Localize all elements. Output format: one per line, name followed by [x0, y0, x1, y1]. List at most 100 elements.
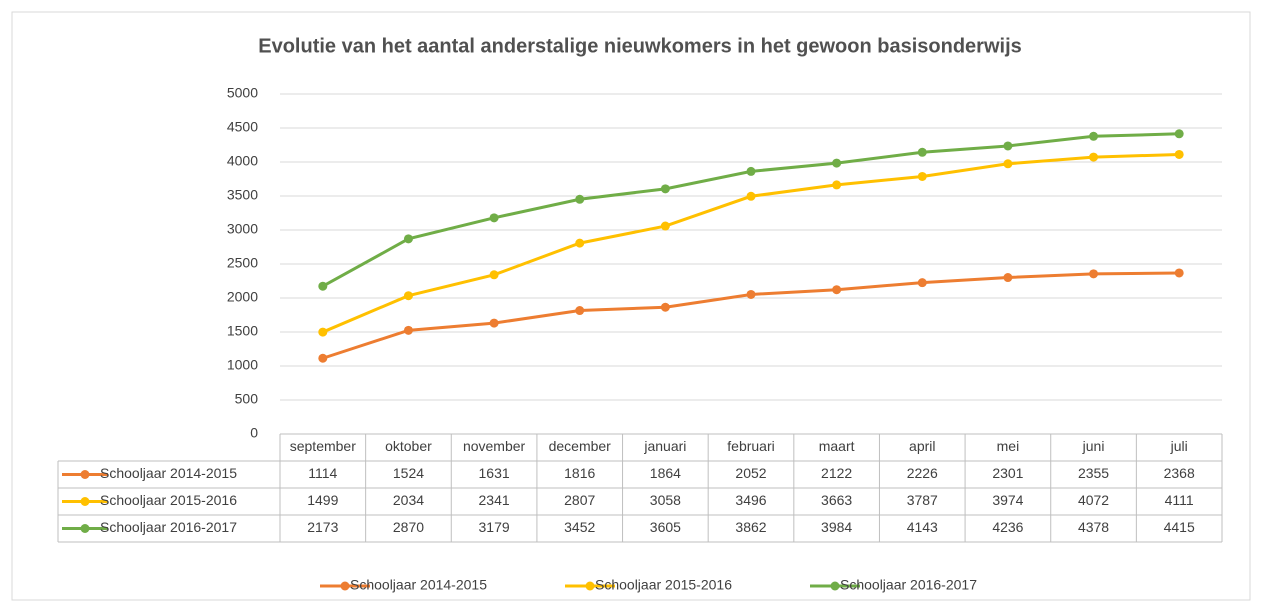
y-tick-label: 5000	[227, 85, 258, 101]
x-tick-label: april	[909, 438, 935, 454]
table-value: 4378	[1078, 519, 1109, 535]
y-tick-label: 500	[235, 391, 259, 407]
table-value: 4111	[1165, 492, 1194, 508]
data-point	[575, 194, 585, 204]
chart-title: Evolutie van het aantal anderstalige nie…	[258, 35, 1022, 57]
table-value: 2807	[564, 492, 595, 508]
x-tick-label: mei	[997, 438, 1020, 454]
data-point	[660, 184, 670, 194]
table-value: 3984	[821, 519, 852, 535]
data-point	[318, 327, 328, 337]
data-point	[1003, 273, 1013, 283]
legend-marker	[585, 581, 595, 591]
row-label: Schooljaar 2014-2015	[100, 465, 237, 481]
data-point	[746, 166, 756, 176]
table-value: 2034	[393, 492, 424, 508]
table-value: 3974	[992, 492, 1023, 508]
table-value: 3496	[735, 492, 766, 508]
data-point	[403, 234, 413, 244]
table-value: 2226	[907, 465, 938, 481]
table-value: 2173	[307, 519, 338, 535]
data-point	[403, 291, 413, 301]
table-value: 3058	[650, 492, 681, 508]
x-tick-label: maart	[819, 438, 855, 454]
x-tick-label: juni	[1082, 438, 1105, 454]
data-point	[917, 278, 927, 288]
table-value: 2052	[735, 465, 766, 481]
table-value: 3452	[564, 519, 595, 535]
legend-marker	[830, 581, 840, 591]
row-label: Schooljaar 2015-2016	[100, 492, 237, 508]
legend-marker	[80, 497, 90, 506]
data-point	[318, 353, 328, 363]
data-point	[1174, 129, 1184, 139]
table-value: 3605	[650, 519, 681, 535]
data-point	[660, 221, 670, 231]
table-value: 3179	[479, 519, 510, 535]
data-point	[746, 191, 756, 201]
data-point	[403, 325, 413, 335]
data-point	[489, 213, 499, 223]
data-point	[1089, 269, 1099, 279]
table-value: 3787	[907, 492, 938, 508]
data-point	[575, 238, 585, 248]
data-point	[1174, 268, 1184, 278]
data-point	[917, 171, 927, 181]
y-tick-label: 2500	[227, 255, 258, 271]
data-point	[1003, 159, 1013, 169]
data-point	[318, 281, 328, 291]
legend-label: Schooljaar 2015-2016	[595, 577, 732, 593]
data-point	[660, 302, 670, 312]
data-point	[917, 147, 927, 157]
table-value: 4236	[992, 519, 1023, 535]
data-point	[575, 306, 585, 316]
data-point	[746, 289, 756, 299]
table-value: 3663	[821, 492, 852, 508]
table-value: 1524	[393, 465, 424, 481]
data-point	[832, 285, 842, 295]
table-value: 3862	[735, 519, 766, 535]
y-tick-label: 0	[250, 425, 258, 441]
data-point	[1089, 152, 1099, 162]
table-value: 4072	[1078, 492, 1109, 508]
data-point	[832, 158, 842, 168]
table-value: 4415	[1164, 519, 1195, 535]
table-value: 1499	[307, 492, 338, 508]
y-tick-label: 4000	[227, 153, 258, 169]
y-tick-label: 1500	[227, 323, 258, 339]
table-value: 1816	[564, 465, 595, 481]
table-value: 1864	[650, 465, 681, 481]
data-point	[1003, 141, 1013, 151]
legend-marker	[340, 581, 350, 591]
x-tick-label: december	[549, 438, 612, 454]
x-tick-label: september	[290, 438, 356, 454]
table-value: 2122	[821, 465, 852, 481]
data-point	[489, 270, 499, 280]
table-value: 2368	[1164, 465, 1195, 481]
y-tick-label: 4500	[227, 119, 258, 135]
x-tick-label: januari	[643, 438, 686, 454]
table-value: 2341	[479, 492, 510, 508]
chart-border	[11, 11, 1251, 601]
x-tick-label: november	[463, 438, 526, 454]
legend-label: Schooljaar 2016-2017	[840, 577, 977, 593]
table-value: 1114	[308, 465, 337, 481]
table-value: 2301	[992, 465, 1023, 481]
y-tick-label: 1000	[227, 357, 258, 373]
row-label: Schooljaar 2016-2017	[100, 519, 237, 535]
y-tick-label: 3500	[227, 187, 258, 203]
data-point	[832, 180, 842, 190]
x-tick-label: oktober	[385, 438, 432, 454]
y-tick-label: 2000	[227, 289, 258, 305]
x-tick-label: juli	[1170, 438, 1188, 454]
legend-marker	[80, 470, 90, 479]
legend-label: Schooljaar 2014-2015	[350, 577, 487, 593]
table-value: 1631	[479, 465, 510, 481]
x-tick-label: februari	[727, 438, 774, 454]
table-value: 2355	[1078, 465, 1109, 481]
data-point	[489, 318, 499, 328]
table-value: 2870	[393, 519, 424, 535]
legend-marker	[80, 524, 90, 533]
data-point	[1174, 149, 1184, 159]
